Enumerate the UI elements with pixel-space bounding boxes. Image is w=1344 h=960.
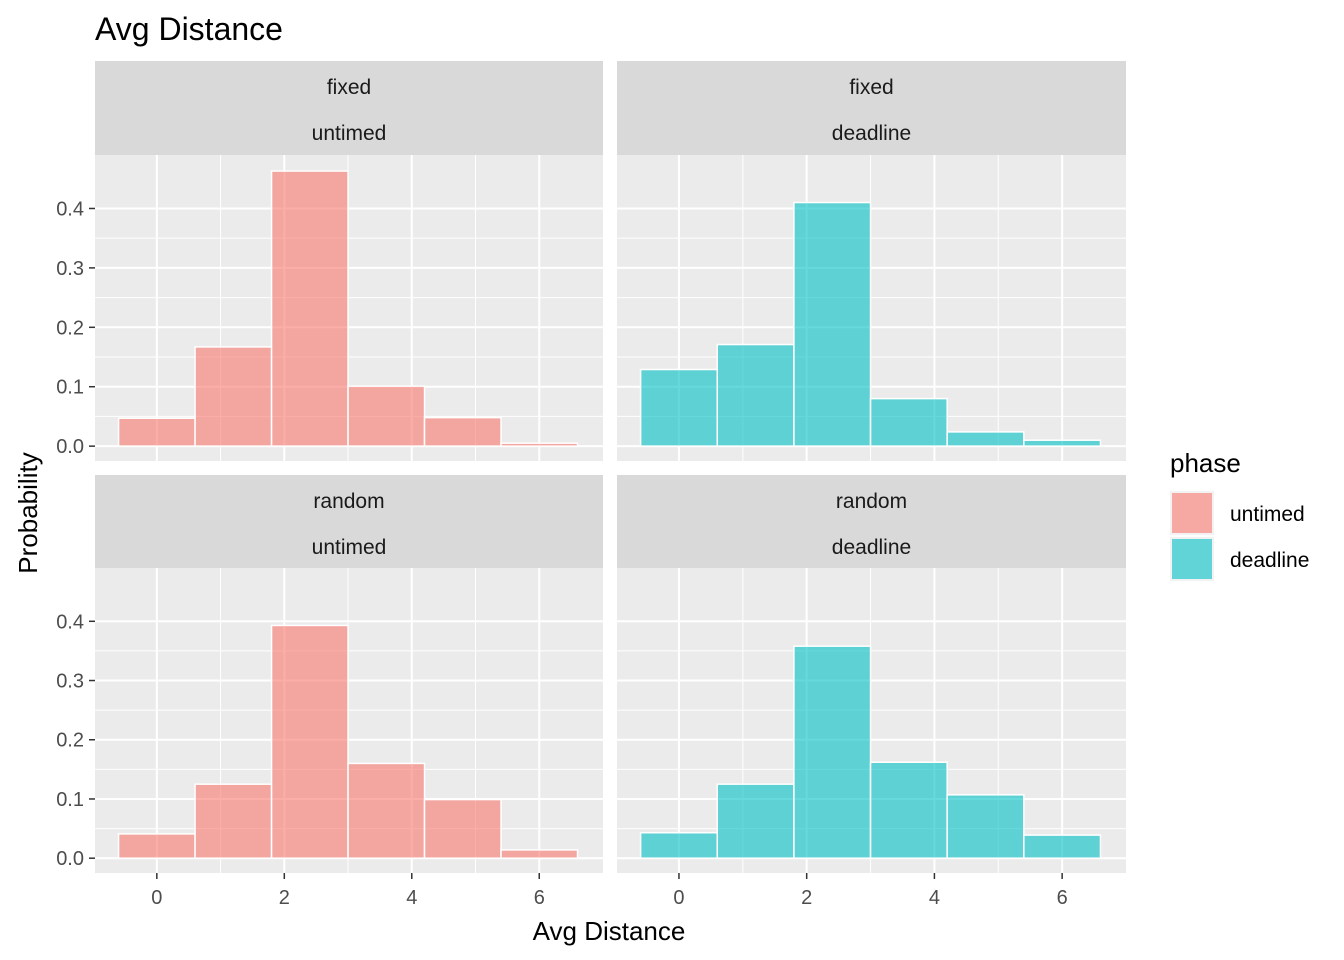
- histogram-bar: [716, 343, 795, 447]
- histogram-bar: [793, 201, 872, 447]
- strip-label-col: untimed: [312, 122, 387, 145]
- legend-label-deadline: deadline: [1230, 549, 1309, 572]
- panels: fixed untimed 0.0 0.1 0.2 0.3 0.4 fixed deadline…: [56, 61, 1126, 909]
- y-tick-label: 0.4: [56, 611, 84, 633]
- legend-swatch-untimed: [1172, 493, 1212, 533]
- strip-background: [617, 61, 1126, 155]
- legend-swatch-deadline: [1172, 539, 1212, 579]
- y-tick-label: 0.0: [56, 848, 84, 870]
- strip-label-col: untimed: [312, 536, 387, 559]
- strip-label-row: fixed: [327, 76, 371, 99]
- panel-fixed-deadline: fixed deadline: [617, 61, 1126, 461]
- x-tick-label: 6: [1057, 887, 1068, 909]
- x-tick-label: 4: [406, 887, 417, 909]
- y-tick-label: 0.2: [56, 730, 84, 752]
- histogram-bar: [270, 170, 349, 447]
- histogram-bar: [946, 794, 1025, 859]
- histogram-bar: [1023, 834, 1102, 859]
- y-axis-title: Probability: [13, 452, 43, 573]
- histogram-bar: [639, 368, 719, 447]
- histogram-bar: [500, 442, 579, 447]
- histogram-bar: [347, 762, 426, 859]
- histogram-bar: [194, 783, 273, 859]
- histogram-bar: [793, 645, 872, 859]
- histogram-bar: [423, 416, 502, 447]
- x-axis-title: Avg Distance: [533, 916, 686, 946]
- y-tick-label: 0.3: [56, 671, 84, 693]
- x-tick-label: 0: [673, 887, 684, 909]
- histogram-bar: [270, 624, 349, 859]
- strip-label-row: random: [836, 490, 907, 513]
- histogram-bar: [716, 783, 795, 859]
- y-tick-label: 0.1: [56, 789, 84, 811]
- histogram-bar: [500, 849, 579, 859]
- histogram-bar: [1023, 439, 1102, 447]
- panel-random-untimed: random untimed 0.0 0.1 0.2 0.3 0.4 0 2 4 6: [56, 475, 603, 909]
- y-tick-label: 0.4: [56, 198, 84, 220]
- panel-random-deadline: random deadline 0 2 4 6: [617, 475, 1126, 909]
- histogram-bar: [347, 385, 426, 447]
- histogram-bar: [117, 833, 196, 859]
- strip-background: [95, 475, 603, 568]
- histogram-bar: [117, 417, 196, 447]
- histogram-bar: [639, 831, 719, 859]
- legend: phase untimed deadline: [1170, 448, 1309, 581]
- histogram-bar: [869, 397, 948, 447]
- strip-label-col: deadline: [832, 536, 911, 559]
- strip-label-col: deadline: [832, 122, 911, 145]
- histogram-bar: [194, 346, 273, 447]
- x-tick-label: 6: [534, 887, 545, 909]
- y-tick-label: 0.1: [56, 377, 84, 399]
- strip-background: [95, 61, 603, 155]
- legend-title: phase: [1170, 448, 1241, 478]
- x-tick-label: 2: [279, 887, 290, 909]
- y-tick-label: 0.3: [56, 258, 84, 280]
- x-tick-label: 2: [801, 887, 812, 909]
- histogram-bar: [869, 761, 948, 859]
- strip-background: [617, 475, 1126, 568]
- histogram-bar: [423, 798, 502, 859]
- y-tick-label: 0.0: [56, 436, 84, 458]
- panel-fixed-untimed: fixed untimed 0.0 0.1 0.2 0.3 0.4: [56, 61, 603, 461]
- legend-label-untimed: untimed: [1230, 503, 1305, 526]
- histogram-bar: [946, 431, 1025, 447]
- strip-label-row: random: [313, 490, 384, 513]
- x-tick-label: 4: [929, 887, 940, 909]
- strip-label-row: fixed: [849, 76, 893, 99]
- y-tick-label: 0.2: [56, 317, 84, 339]
- x-tick-label: 0: [151, 887, 162, 909]
- chart-title: Avg Distance: [95, 11, 283, 47]
